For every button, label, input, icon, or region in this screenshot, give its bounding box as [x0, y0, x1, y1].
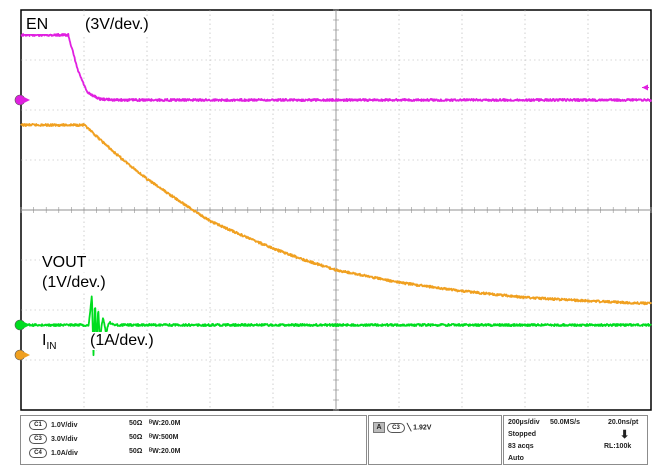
en-label: EN [24, 16, 51, 34]
ch4-ground-marker-arrow [24, 322, 30, 328]
channel-markers [14, 84, 649, 361]
channel-id-badge: C3 [29, 434, 47, 444]
channel-id-badge: C4 [29, 448, 47, 458]
channel-impedance: 50Ω [129, 448, 143, 455]
channel-bandwidth: ᴮW:20.0M [149, 448, 181, 455]
channel-row[interactable]: C4 1.0A/div 50Ω ᴮW:20.0M [29, 448, 180, 459]
vout-scale-text: (1V/dev.) [42, 274, 106, 291]
trace-vout [20, 123, 652, 306]
channel-impedance: 50Ω [129, 420, 143, 427]
vout-scale-label: (1V/dev.) [40, 274, 108, 292]
iin-scale-label: (1A/dev.) [88, 332, 156, 350]
acquisition-mode: Auto [508, 455, 524, 462]
ch4-ground-marker [14, 319, 26, 331]
status-bar: C1 1.0V/div 50Ω ᴮW:20.0M C3 3.0V/div 50Ω ᴮ… [20, 412, 650, 467]
trigger-mode-badge: A [373, 422, 385, 433]
vout-label-text: VOUT [42, 254, 87, 271]
channel-scale: 1.0V/div [51, 421, 78, 429]
channel-row[interactable]: C3 3.0V/div 50Ω ᴮW:500M [29, 434, 179, 445]
iin-scale-text: (1A/dev.) [90, 332, 154, 349]
down-arrow-icon: ⬇ [620, 429, 630, 441]
channel-bandwidth: ᴮW:20.0M [149, 420, 181, 427]
channel-id-badge: C1 [29, 420, 47, 430]
channel-row[interactable]: C1 1.0V/div 50Ω ᴮW:20.0M [29, 420, 180, 431]
timebase: 200µs/div [508, 419, 540, 426]
trigger-row: A C3 ╲ 1.92V [373, 422, 431, 433]
channel-scale: 3.0V/div [51, 435, 78, 443]
ch1-ground-marker-arrow [24, 352, 30, 358]
graticule-grid [20, 9, 652, 411]
acquisition-panel[interactable]: 200µs/div 50.0MS/s 20.0ns/pt Stopped ⬇ 8… [503, 415, 648, 465]
falling-edge-icon: ╲ [407, 424, 412, 432]
channel-scale: 1.0A/div [51, 449, 78, 457]
acquisition-state: Stopped [508, 431, 536, 438]
waveform-traces [20, 33, 652, 357]
channel-settings-panel: C1 1.0V/div 50Ω ᴮW:20.0M C3 3.0V/div 50Ω ᴮ… [20, 415, 367, 465]
ch3-ground-marker [14, 94, 26, 106]
resolution: 20.0ns/pt [608, 419, 639, 426]
vout-label: VOUT [40, 254, 89, 272]
iin-label-sub: IN [46, 341, 57, 353]
ch3-ground-marker-arrow [24, 97, 30, 103]
en-scale-label: (3V/dev.) [83, 16, 151, 34]
trigger-panel[interactable]: A C3 ╲ 1.92V [368, 415, 502, 465]
iin-label-main: I [42, 332, 47, 349]
sample-rate: 50.0MS/s [550, 419, 580, 426]
acquisition-count: 83 acqs [508, 443, 534, 450]
iin-label: IIN [40, 332, 59, 357]
ch1-ground-marker [14, 349, 26, 361]
en-label-text: EN [26, 16, 49, 33]
trace-en [20, 33, 652, 102]
en-scale-text: (3V/dev.) [85, 16, 149, 33]
trace-iin [20, 295, 652, 357]
channel-bandwidth: ᴮW:500M [149, 434, 179, 441]
trigger-source-badge: C3 [387, 422, 405, 433]
trigger-level: 1.92V [413, 424, 432, 432]
record-length: RL:100k [604, 443, 632, 450]
channel-impedance: 50Ω [129, 434, 143, 441]
